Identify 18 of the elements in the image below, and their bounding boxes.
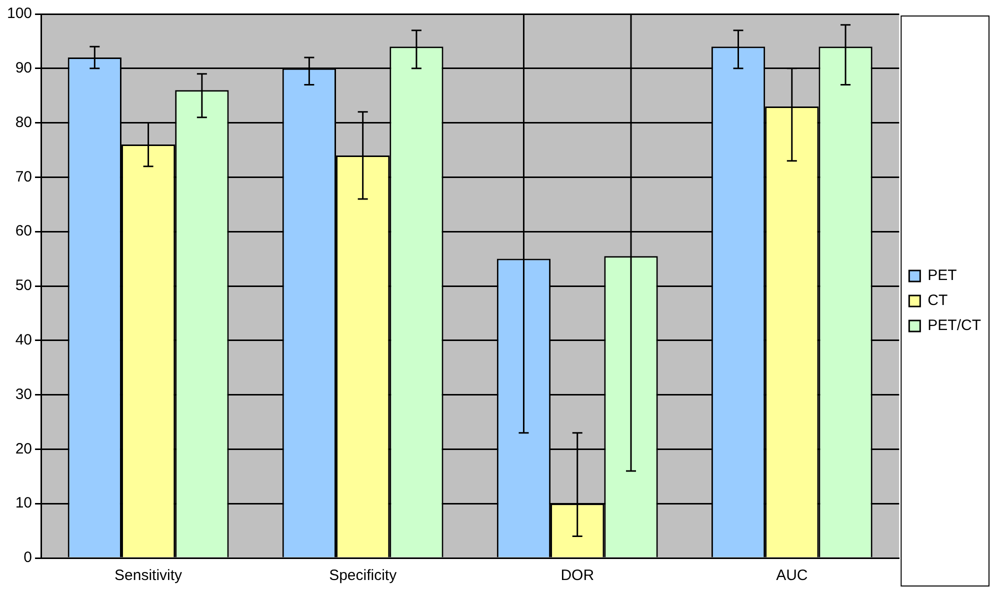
y-tick-label: 90 [15,60,32,77]
legend-label: PET [928,267,957,284]
legend-label: CT [928,292,948,310]
x-tick-label: AUC [776,567,808,584]
y-tick-label: 60 [15,222,32,240]
y-tick-label: 10 [15,494,32,512]
y-tick-label: 30 [15,386,32,403]
y-tick-label: 80 [15,114,32,131]
y-tick-label: 100 [6,5,32,22]
legend-label: PET/CT [928,317,982,334]
y-tick-label: 70 [15,168,32,186]
y-tick-label: 20 [15,440,32,458]
y-tick-label: 50 [15,277,32,294]
y-tick-label: 0 [24,549,32,566]
x-tick-label: Sensitivity [114,567,183,584]
x-tick-label: DOR [560,567,594,584]
y-tick-label: 40 [15,332,32,349]
x-tick-label: Specificity [329,567,398,584]
